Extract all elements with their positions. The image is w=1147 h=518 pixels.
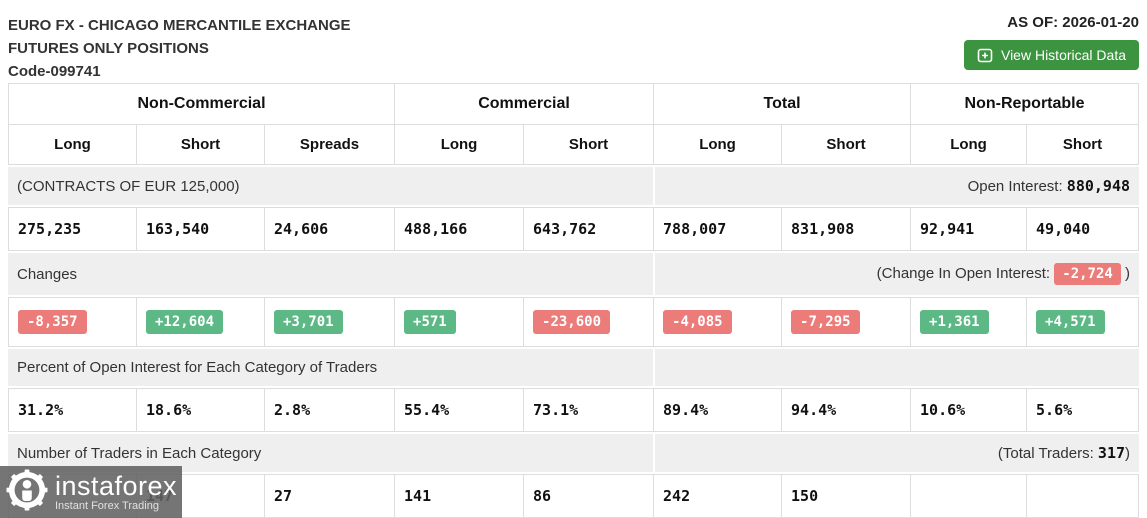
change-oi-label: (Change In Open Interest:: [876, 265, 1051, 282]
change-badge: -23,600: [533, 310, 611, 334]
change-badge: -7,295: [791, 310, 860, 334]
positions-cell: 92,941: [910, 207, 1027, 251]
col-total-short: Short: [781, 125, 911, 165]
open-interest-value: 880,948: [1066, 177, 1131, 195]
percent-cell: 94.4%: [781, 388, 911, 432]
percent-banner-spacer: [653, 347, 1140, 388]
change-oi-suffix: ): [1125, 265, 1131, 282]
positions-cell: 788,007: [653, 207, 782, 251]
change-cell: -7,295: [781, 297, 911, 347]
traders-cell: 86: [523, 474, 654, 518]
open-interest-cell: Open Interest: 880,948: [653, 165, 1140, 207]
changes-row: -8,357 +12,604 +3,701 +571 -23,600 -4,08…: [8, 297, 1140, 347]
change-open-interest-cell: (Change In Open Interest: -2,724 ): [653, 251, 1140, 297]
total-traders-value: 317: [1097, 444, 1126, 462]
cot-table: Non-Commercial Commercial Total Non-Repo…: [8, 83, 1140, 518]
col-nonrep-long: Long: [910, 125, 1027, 165]
col-noncomm-long: Long: [8, 125, 136, 165]
change-badge: +3,701: [274, 310, 343, 334]
change-badge: -4,085: [663, 310, 732, 334]
view-historical-data-label: View Historical Data: [1000, 47, 1126, 63]
percent-cell: 89.4%: [653, 388, 782, 432]
positions-cell: 49,040: [1026, 207, 1140, 251]
change-badge: +1,361: [920, 310, 989, 334]
percent-cell: 2.8%: [264, 388, 395, 432]
traders-cell: [1026, 474, 1140, 518]
changes-label: Changes: [8, 251, 654, 297]
group-non-commercial: Non-Commercial: [8, 83, 395, 125]
traders-cell: 141: [394, 474, 524, 518]
view-historical-data-button[interactable]: View Historical Data: [963, 40, 1139, 70]
positions-cell: 488,166: [394, 207, 524, 251]
change-badge: +4,571: [1036, 310, 1105, 334]
traders-cell: [910, 474, 1027, 518]
percent-banner-row: Percent of Open Interest for Each Catego…: [8, 347, 1140, 388]
percent-cell: 10.6%: [910, 388, 1027, 432]
calendar-plus-icon: [977, 47, 993, 63]
watermark-brand-name: instaforex: [55, 470, 178, 501]
instaforex-watermark: instaforex Instant Forex Trading: [0, 466, 182, 518]
percent-cell: 31.2%: [8, 388, 136, 432]
traders-cell: 150: [781, 474, 911, 518]
change-oi-badge: -2,724: [1054, 263, 1121, 285]
traders-cell: 27: [264, 474, 395, 518]
group-commercial: Commercial: [394, 83, 654, 125]
total-traders-suffix: ): [1125, 445, 1131, 462]
change-cell: -23,600: [523, 297, 654, 347]
group-total: Total: [653, 83, 911, 125]
column-group-header-row: Non-Commercial Commercial Total Non-Repo…: [8, 83, 1140, 125]
positions-cell: 831,908: [781, 207, 911, 251]
contracts-note: (CONTRACTS OF EUR 125,000): [8, 165, 654, 207]
total-traders-label: (Total Traders:: [997, 445, 1094, 462]
change-cell: +3,701: [264, 297, 395, 347]
change-badge: -8,357: [18, 310, 87, 334]
report-title: EURO FX - CHICAGO MERCANTILE EXCHANGE: [8, 17, 351, 34]
changes-banner-row: Changes (Change In Open Interest: -2,724…: [8, 251, 1140, 297]
contracts-banner-row: (CONTRACTS OF EUR 125,000) Open Interest…: [8, 165, 1140, 207]
report-code: Code-099741: [8, 63, 101, 80]
positions-row: 275,235 163,540 24,606 488,166 643,762 7…: [8, 207, 1140, 251]
page-header: EURO FX - CHICAGO MERCANTILE EXCHANGE FU…: [0, 0, 1147, 83]
as-of-date: AS OF: 2026-01-20: [1007, 14, 1139, 31]
instaforex-gear-logo-icon: [6, 468, 48, 516]
change-cell: -8,357: [8, 297, 136, 347]
col-total-long: Long: [653, 125, 782, 165]
total-traders-cell: (Total Traders: 317): [653, 432, 1140, 474]
report-title-block: EURO FX - CHICAGO MERCANTILE EXCHANGE FU…: [8, 14, 351, 83]
col-noncomm-spreads: Spreads: [264, 125, 395, 165]
change-badge: +571: [404, 310, 456, 334]
positions-cell: 275,235: [8, 207, 136, 251]
change-badge: +12,604: [146, 310, 224, 334]
report-subtitle: FUTURES ONLY POSITIONS: [8, 40, 209, 57]
traders-cell: 242: [653, 474, 782, 518]
group-non-reportable: Non-Reportable: [910, 83, 1140, 125]
column-header-row: Long Short Spreads Long Short Long Short…: [8, 125, 1140, 165]
col-comm-short: Short: [523, 125, 654, 165]
open-interest-label: Open Interest:: [967, 178, 1063, 195]
positions-cell: 163,540: [136, 207, 264, 251]
change-cell: -4,085: [653, 297, 782, 347]
change-cell: +1,361: [910, 297, 1027, 347]
positions-cell: 24,606: [264, 207, 395, 251]
percent-cell: 55.4%: [394, 388, 524, 432]
change-cell: +4,571: [1026, 297, 1140, 347]
percent-cell: 5.6%: [1026, 388, 1140, 432]
percent-cell: 73.1%: [523, 388, 654, 432]
col-nonrep-short: Short: [1026, 125, 1140, 165]
percent-label: Percent of Open Interest for Each Catego…: [8, 347, 654, 388]
col-comm-long: Long: [394, 125, 524, 165]
percent-cell: 18.6%: [136, 388, 264, 432]
change-cell: +12,604: [136, 297, 264, 347]
col-noncomm-short: Short: [136, 125, 264, 165]
percent-row: 31.2% 18.6% 2.8% 55.4% 73.1% 89.4% 94.4%…: [8, 388, 1140, 432]
watermark-tagline: Instant Forex Trading: [55, 499, 159, 512]
positions-cell: 643,762: [523, 207, 654, 251]
change-cell: +571: [394, 297, 524, 347]
